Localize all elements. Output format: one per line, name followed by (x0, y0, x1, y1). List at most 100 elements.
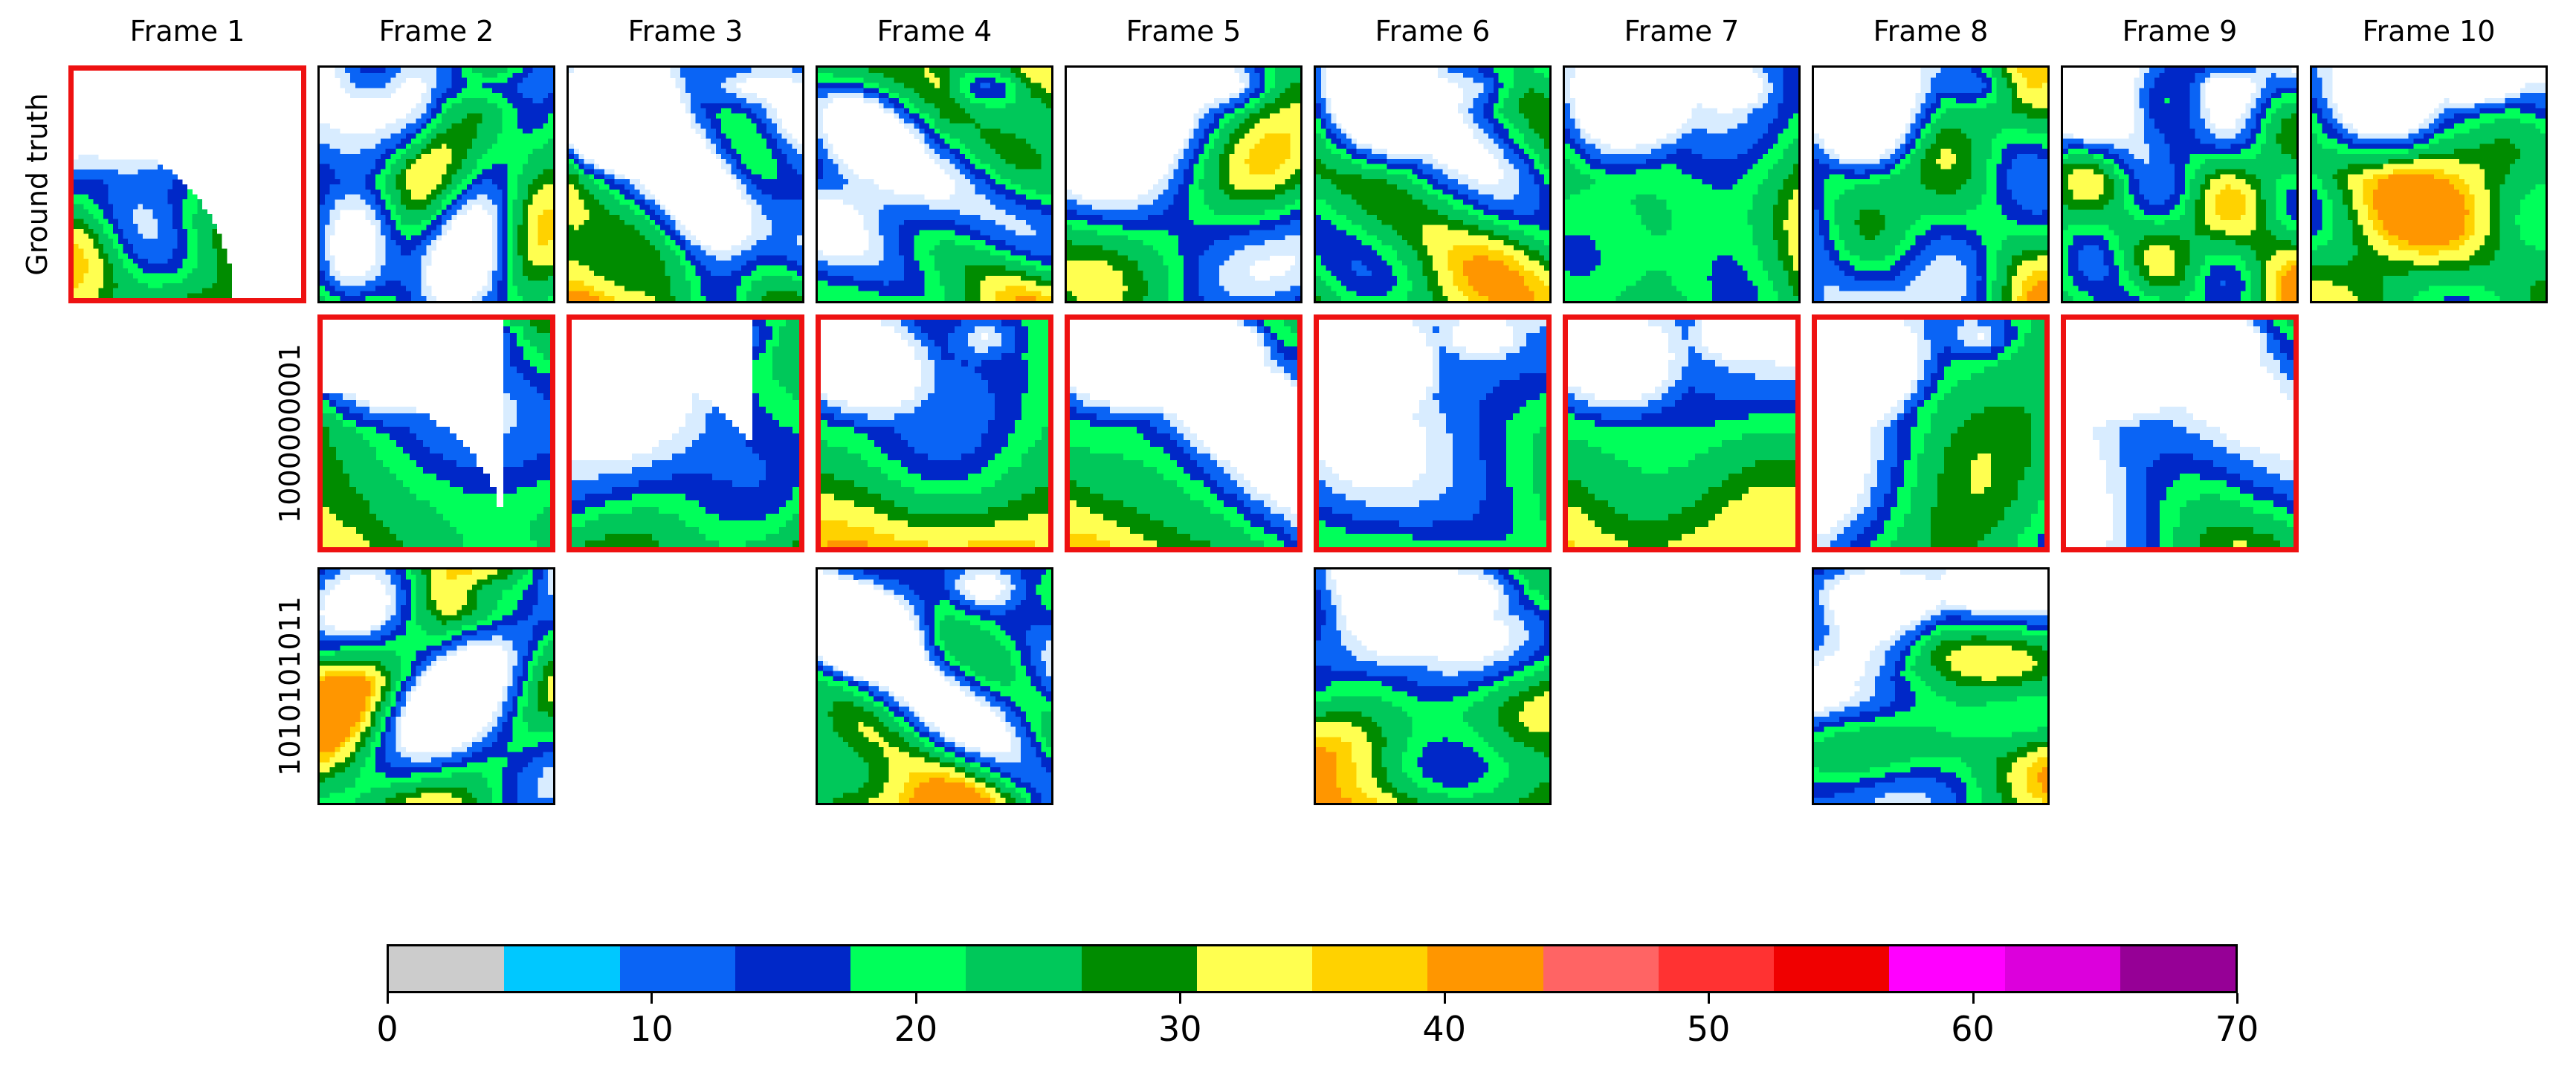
field-cell (960, 214, 966, 220)
field-cell (655, 219, 661, 225)
field-cell (741, 77, 747, 83)
field-cell (818, 72, 824, 78)
field-cell (797, 265, 802, 271)
field-cell (1025, 97, 1031, 103)
field-cell (1041, 210, 1047, 216)
field-cell (995, 133, 1001, 139)
field-cell (609, 204, 615, 210)
field-cell (1036, 219, 1042, 225)
field-cell (772, 184, 778, 190)
field-cell (385, 133, 391, 139)
field-cell (320, 133, 326, 139)
field-cell (446, 77, 452, 83)
field-cell (761, 164, 767, 170)
field-cell (548, 285, 553, 291)
field-cell (324, 219, 330, 225)
field-cell (700, 113, 706, 119)
field-cell (128, 170, 134, 175)
field-cell (158, 293, 163, 298)
field-cell (532, 219, 538, 225)
field-cell (512, 214, 518, 220)
field-cell (761, 280, 767, 286)
field-cell (655, 275, 661, 281)
field-cell (497, 189, 503, 195)
field-cell (132, 170, 138, 175)
field-cell (569, 189, 575, 195)
field-cell (1000, 230, 1006, 236)
field-cell (123, 258, 129, 264)
field-cell (720, 83, 726, 88)
field-cell (113, 268, 119, 274)
field-cell (914, 113, 920, 119)
field-cell (335, 164, 340, 170)
field-cell (655, 245, 661, 251)
field-cell (320, 210, 326, 216)
field-cell (604, 296, 610, 301)
field-cell (573, 291, 579, 297)
field-cell (584, 271, 590, 277)
field-cell (497, 72, 503, 78)
field-cell (1021, 113, 1027, 119)
field-cell (645, 214, 651, 220)
field-cell (741, 169, 747, 175)
field-cell (1046, 184, 1051, 190)
field-cell (548, 214, 553, 220)
field-cell (207, 254, 213, 259)
field-cell (792, 245, 798, 251)
field-cell (883, 72, 889, 78)
field-cell (695, 93, 701, 99)
field-cell (158, 228, 163, 234)
field-cell (482, 83, 488, 88)
field-cell (390, 275, 396, 281)
field-cell (192, 233, 198, 239)
field-cell (1000, 72, 1006, 78)
field-cell (711, 83, 717, 88)
field-cell (335, 68, 340, 74)
field-cell (523, 103, 529, 109)
field-cell (123, 164, 129, 170)
field-cell (416, 103, 422, 109)
field-cell (431, 174, 437, 180)
field-cell (532, 97, 538, 103)
field-cell (172, 224, 178, 230)
field-cell (969, 194, 975, 200)
field-cell (410, 118, 416, 124)
field-cell (949, 138, 955, 144)
field-cell (172, 293, 178, 298)
field-cell (365, 169, 371, 175)
field-cell (761, 285, 767, 291)
field-cell (706, 138, 711, 144)
field-cell (421, 154, 427, 160)
field-cell (792, 250, 798, 256)
field-cell (410, 225, 416, 230)
field-cell (1010, 164, 1016, 170)
field-cell (573, 260, 579, 266)
field-cell (512, 149, 518, 155)
field-cell (868, 189, 874, 195)
field-cell (517, 133, 523, 139)
field-cell (659, 210, 665, 216)
field-cell (711, 275, 717, 281)
field-cell (527, 240, 533, 246)
field-cell (1036, 68, 1042, 74)
field-cell (751, 245, 757, 251)
field-cell (908, 210, 914, 216)
field-cell (781, 271, 787, 277)
field-cell (619, 291, 625, 297)
field-cell (482, 88, 488, 94)
field-cell (320, 158, 326, 164)
field-cell (128, 239, 134, 245)
field-cell (103, 184, 109, 190)
field-cell (451, 77, 457, 83)
field-cell (329, 169, 335, 175)
field-cell (756, 118, 762, 124)
field-cell (939, 149, 945, 155)
field-cell (772, 108, 778, 114)
field-cell (772, 296, 778, 301)
field-cell (634, 184, 640, 190)
field-cell (538, 199, 543, 205)
field-cell (914, 68, 920, 74)
field-cell (964, 158, 970, 164)
field-cell (380, 133, 386, 139)
field-cell (776, 271, 782, 277)
